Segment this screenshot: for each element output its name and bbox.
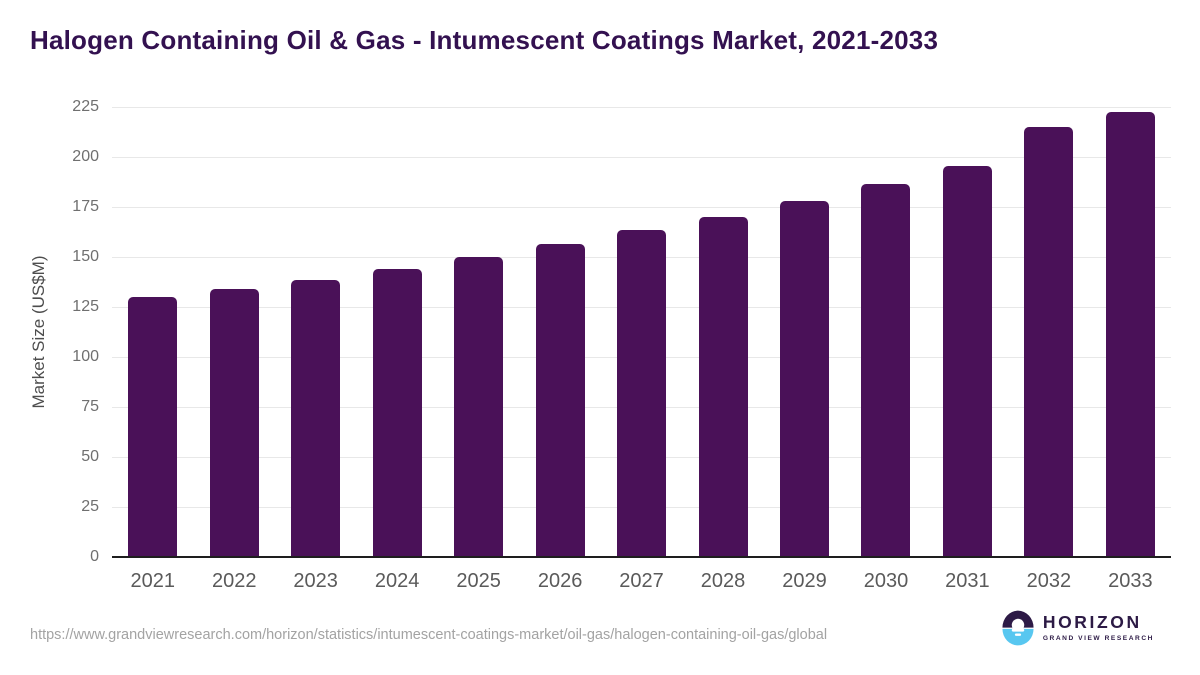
bar-2032 — [1024, 127, 1074, 557]
x-tick-label-2033: 2033 — [1108, 570, 1153, 592]
bar-slot-2021 — [112, 297, 193, 557]
gridline-200 — [112, 156, 1171, 158]
bar-2024 — [372, 269, 422, 557]
bar-slot-2026 — [519, 244, 600, 557]
bar-2030 — [861, 184, 911, 557]
y-tick-label-200: 200 — [72, 148, 99, 165]
x-tick-label-2031: 2031 — [945, 570, 990, 592]
bar-slot-2022 — [193, 289, 274, 557]
bar-slot-2029 — [764, 201, 845, 557]
bar-2026 — [535, 244, 585, 557]
bar-slot-2023 — [275, 280, 356, 557]
x-axis-line — [112, 556, 1171, 558]
bar-slot-2025 — [438, 257, 519, 557]
bar-2025 — [454, 257, 504, 557]
x-tick-label-2022: 2022 — [211, 570, 257, 592]
y-tick-label-225: 225 — [72, 98, 99, 115]
x-tick-label-2027: 2027 — [619, 570, 664, 592]
bar-2031 — [942, 166, 992, 557]
bars-container — [112, 107, 1171, 557]
horizon-sun-over-water-icon — [1002, 610, 1034, 646]
y-tick-label-50: 50 — [81, 448, 99, 465]
x-tick-label-2025: 2025 — [456, 570, 501, 592]
x-tick-label-2021: 2021 — [130, 570, 175, 592]
source-url: https://www.grandviewresearch.com/horizo… — [30, 627, 828, 643]
x-axis-labels: 2021 2022 2023 2024 2025 2026 2027 2028 2029 2030… — [112, 570, 1171, 593]
x-tick-label-2028: 2028 — [700, 570, 746, 592]
y-tick-label-0: 0 — [90, 548, 99, 565]
logo-brand: HORIZON — [1042, 612, 1142, 633]
bar-2021 — [128, 297, 178, 557]
x-tick-label-2024: 2024 — [374, 570, 420, 592]
bar-slot-2033 — [1090, 112, 1171, 557]
logo-subbrand: GRAND VIEW RESEARCH — [1042, 634, 1154, 642]
bar-2027 — [617, 230, 667, 557]
bar-slot-2028 — [682, 217, 763, 557]
bar-slot-2031 — [927, 166, 1008, 557]
bar-slot-2024 — [356, 269, 437, 557]
horizon-logo: HORIZON GRAND VIEW RESEARCH — [1002, 610, 1154, 646]
y-tick-label-125: 125 — [72, 298, 99, 315]
x-tick-label-2032: 2032 — [1026, 570, 1072, 592]
gridline-225 — [112, 106, 1171, 108]
horizon-logo-text: HORIZON GRAND VIEW RESEARCH — [1043, 614, 1154, 642]
bar-2029 — [779, 201, 829, 557]
y-tick-label-25: 25 — [81, 498, 99, 515]
chart-title: Halogen Containing Oil & Gas - Intumesce… — [30, 25, 939, 55]
bar-slot-2032 — [1008, 127, 1089, 557]
bar-2028 — [698, 217, 748, 557]
x-tick-label-2026: 2026 — [537, 570, 583, 592]
y-tick-label-175: 175 — [72, 198, 99, 215]
bar-slot-2027 — [601, 230, 682, 557]
bar-slot-2030 — [845, 184, 926, 557]
y-axis-title: Market Size (US$M) — [29, 255, 48, 409]
plot-area: 0 25 50 75 100 125 150 175 200 225 — [72, 99, 1171, 565]
gridline-175 — [112, 206, 1171, 208]
x-tick-label-2030: 2030 — [863, 570, 909, 592]
bar-2023 — [291, 280, 341, 557]
bar-2033 — [1105, 112, 1155, 557]
y-tick-label-75: 75 — [81, 398, 99, 415]
x-tick-label-2029: 2029 — [782, 570, 827, 592]
y-tick-label-100: 100 — [72, 348, 99, 365]
bar-2022 — [209, 289, 259, 557]
x-tick-label-2023: 2023 — [293, 570, 338, 592]
y-tick-label-150: 150 — [72, 248, 99, 265]
